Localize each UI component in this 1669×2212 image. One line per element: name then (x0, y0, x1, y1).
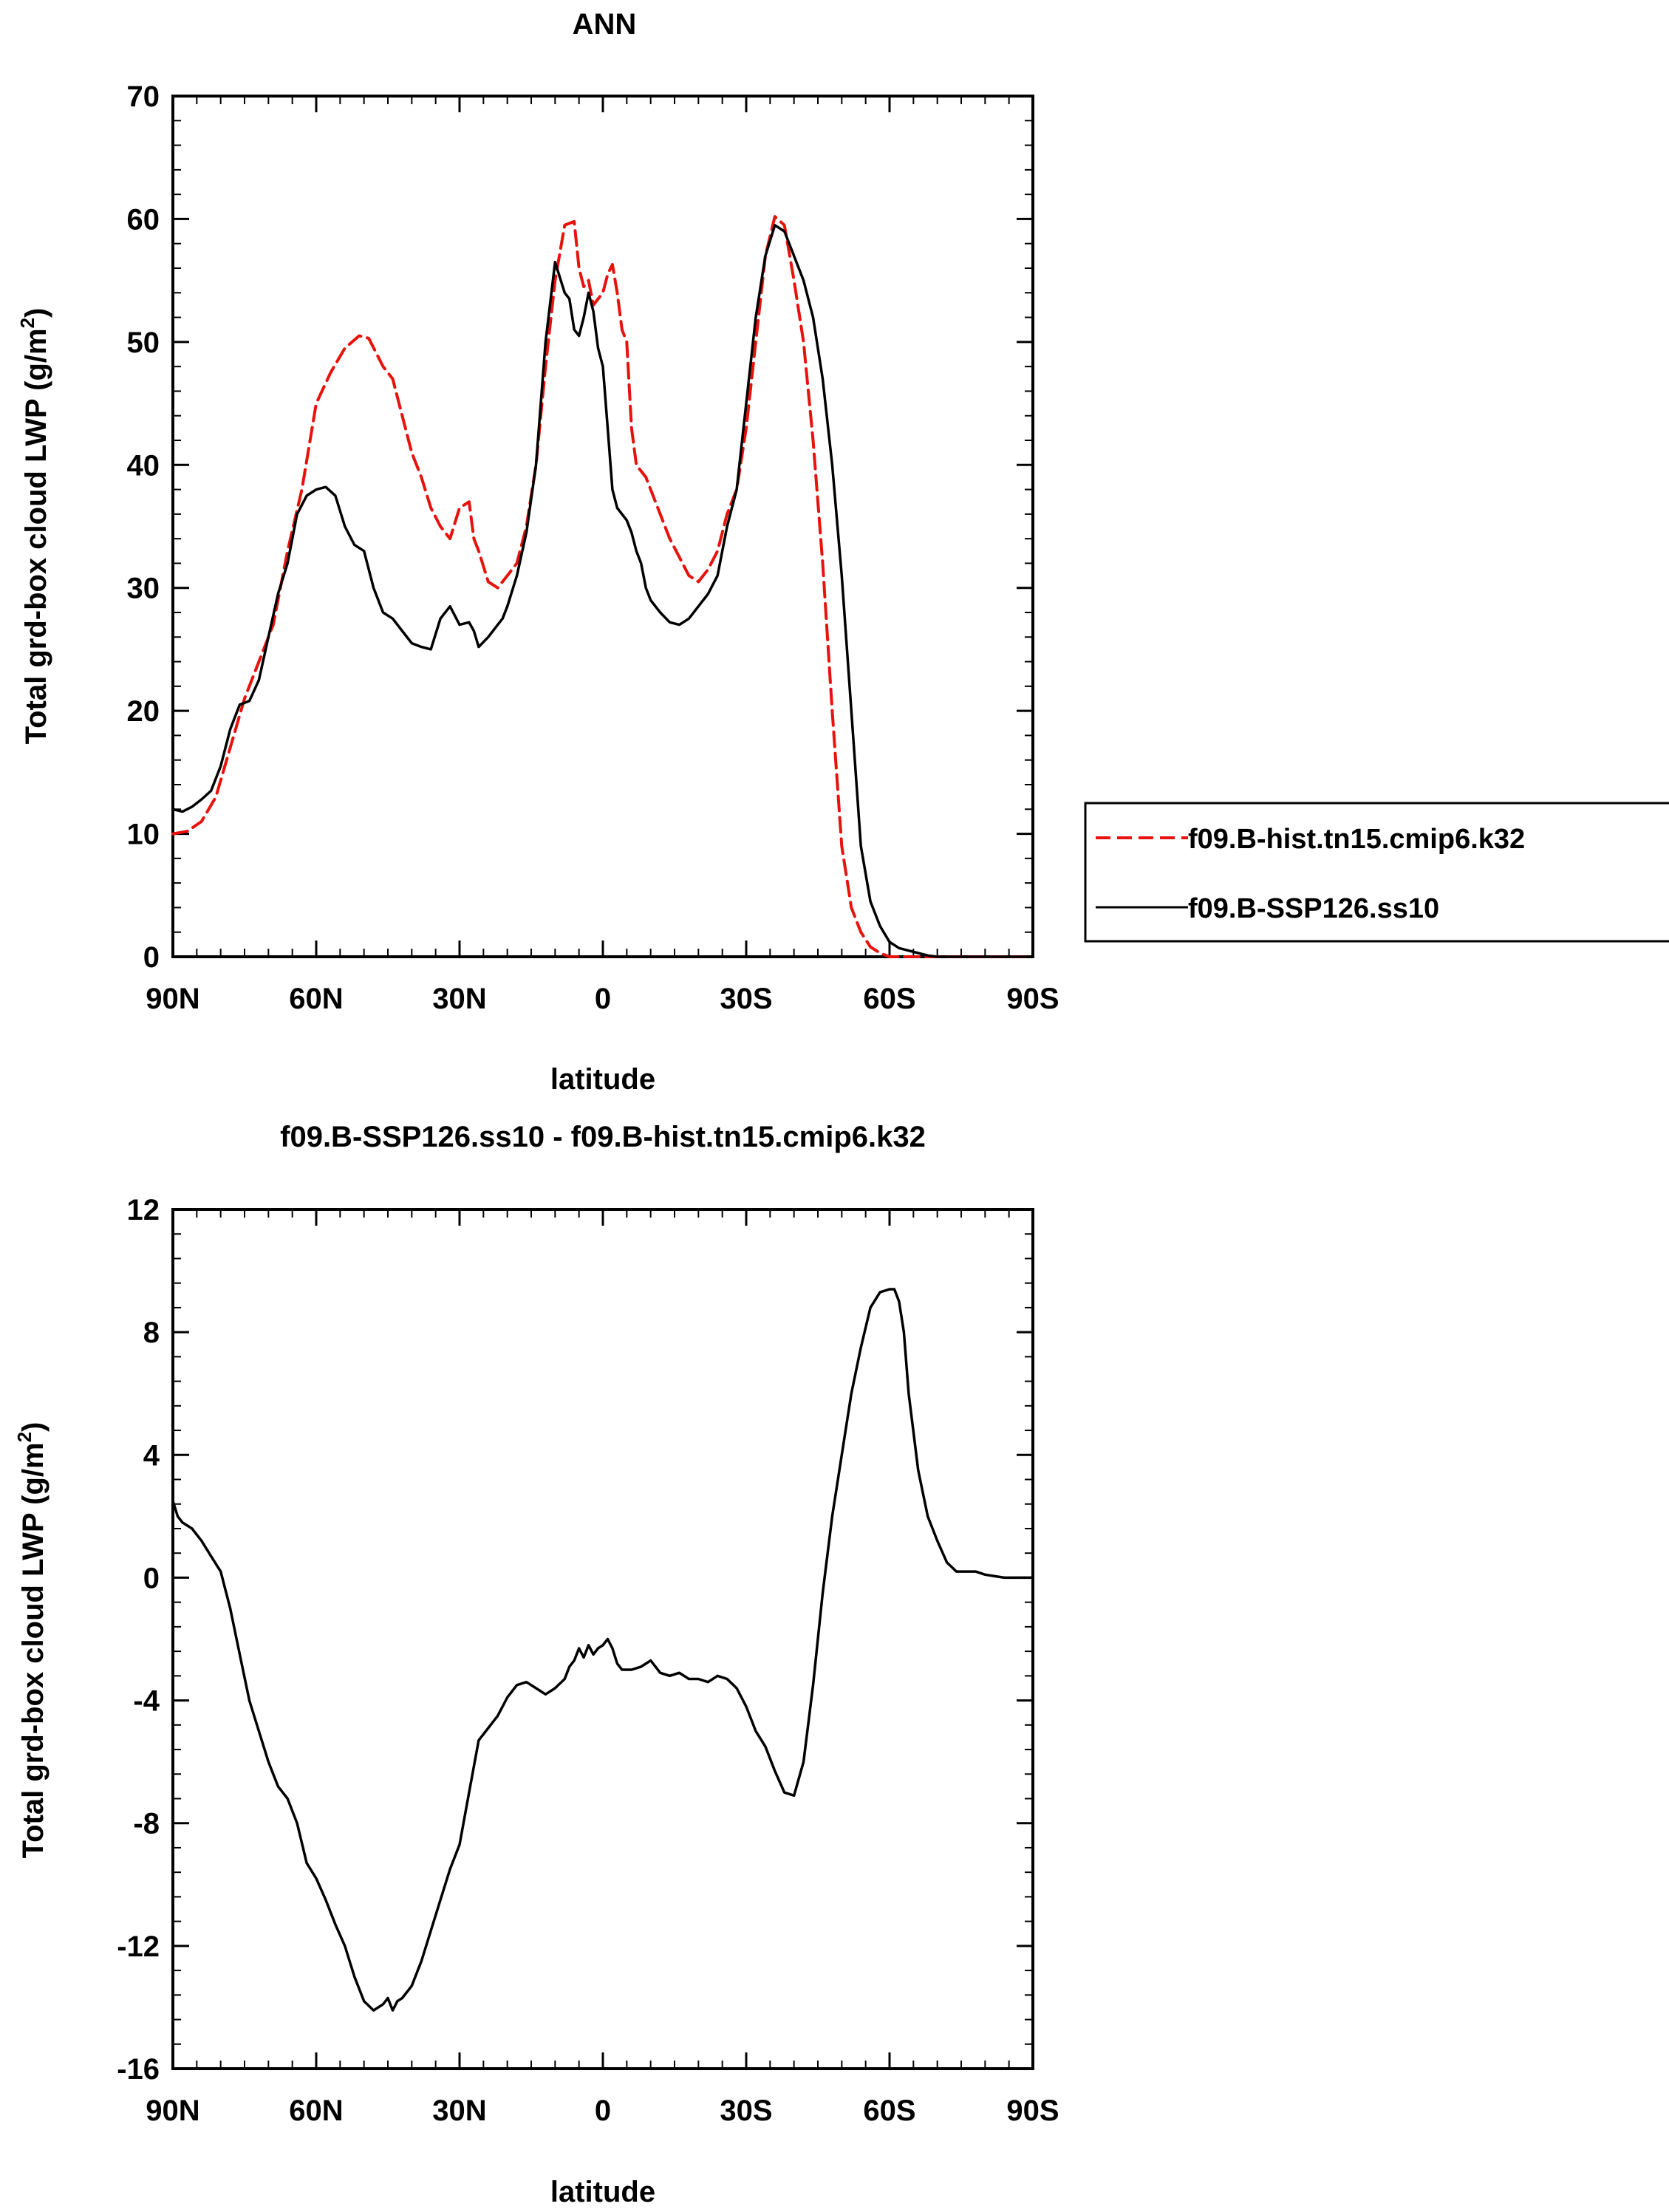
legend-box (1084, 802, 1669, 943)
bottom-x-tick-label: 90S (1006, 2095, 1059, 2127)
bottom-x-tick-label: 0 (595, 2095, 611, 2127)
top-x-axis-label: latitude (550, 1063, 655, 1096)
top-x-tick-label: 60S (863, 983, 915, 1015)
top-x-tick-label: 90S (1006, 983, 1059, 1015)
bottom-chart: f09.B-SSP126.ss10 - f09.B-hist.tn15.cmip… (13, 1121, 1059, 2208)
top-series-line-0 (171, 215, 1034, 958)
legend-label-ssp: f09.B-SSP126.ss10 (1188, 893, 1439, 924)
top-x-tick-label: 30S (720, 983, 772, 1015)
top-chart: ANN 90N 60N 30N 0 30S 60S 90S 0 10 20 30 40 50 60 70 l… (16, 8, 1669, 1096)
bottom-x-tick-label: 60N (289, 2095, 343, 2127)
top-y-axis-label: Total grd-box cloud LWP (g/m2) (16, 308, 52, 745)
top-x-tick-label: 0 (595, 983, 611, 1015)
top-y-tick-label: 10 (127, 819, 160, 851)
bottom-x-tick-label: 90N (146, 2095, 199, 2127)
bottom-series-line-0 (171, 1288, 1034, 2012)
top-y-tick-label: 60 (127, 203, 160, 236)
bottom-y-tick-label: 0 (143, 1562, 160, 1594)
top-y-tick-label: 20 (127, 695, 160, 728)
bottom-y-tick-label: 12 (127, 1194, 160, 1226)
bottom-x-tick-label: 60S (863, 2095, 915, 2127)
top-x-tick-label: 60N (289, 983, 343, 1015)
bottom-y-tick-label: -4 (133, 1685, 160, 1718)
top-series-line-1 (171, 224, 1034, 958)
bottom-y-tick-label: 4 (143, 1439, 160, 1472)
top-plot-frame (171, 95, 1034, 958)
bottom-x-tick-label: 30N (432, 2095, 486, 2127)
bottom-y-tick-label: 8 (143, 1317, 160, 1349)
top-y-tick-label: 0 (143, 941, 160, 974)
bottom-y-axis-label: Total grd-box cloud LWP (g/m2) (13, 1422, 50, 1859)
top-chart-title: ANN (573, 8, 637, 41)
top-y-tick-label: 50 (127, 327, 160, 359)
top-y-tick-label: 70 (127, 81, 160, 113)
legend-label-hist: f09.B-hist.tn15.cmip6.k32 (1188, 824, 1525, 855)
top-x-tick-label: 90N (146, 983, 199, 1015)
top-y-tick-label: 30 (127, 573, 160, 605)
top-x-tick-label: 30N (432, 983, 486, 1015)
bottom-x-tick-label: 30S (720, 2095, 772, 2127)
bottom-x-axis-label: latitude (550, 2176, 655, 2208)
legend: f09.B-hist.tn15.cmip6.k32 f09.B-SSP126.s… (1084, 802, 1669, 943)
bottom-chart-title: f09.B-SSP126.ss10 - f09.B-hist.tn15.cmip… (280, 1121, 926, 1153)
bottom-y-tick-label: -12 (117, 1931, 160, 1963)
top-y-tick-label: 40 (127, 449, 160, 482)
bottom-y-tick-label: -8 (133, 1808, 160, 1840)
bottom-y-tick-label: -16 (117, 2053, 160, 2086)
